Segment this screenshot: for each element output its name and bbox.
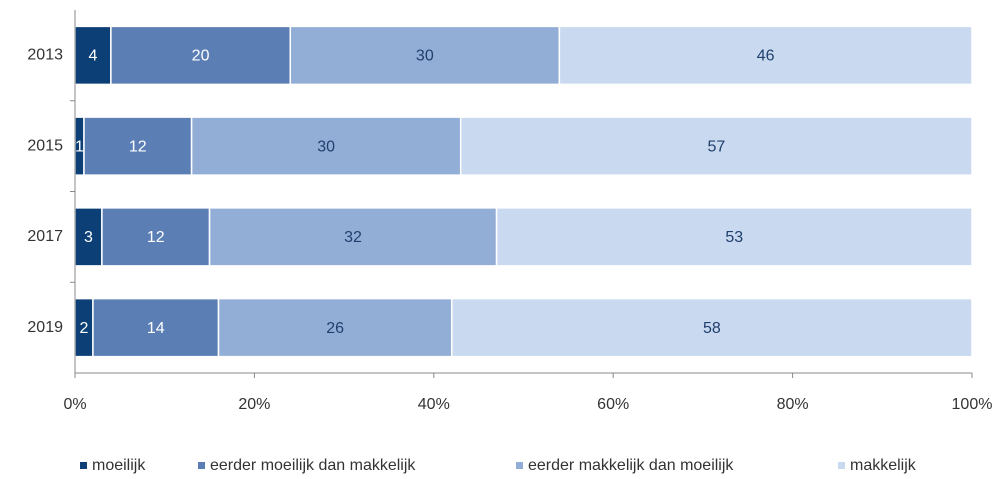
y-tick-label: 2019 — [27, 319, 63, 336]
legend-swatch — [80, 462, 87, 469]
legend-label: makkelijk — [850, 457, 917, 474]
legend-label: eerder makkelijk dan moeilijk — [528, 457, 734, 474]
x-tick-label: 0% — [63, 396, 86, 413]
bar-segment — [101, 207, 211, 267]
y-tick-label: 2015 — [27, 137, 63, 154]
x-tick-label: 40% — [418, 396, 450, 413]
data-label: 30 — [317, 138, 335, 155]
data-label: 12 — [147, 229, 165, 246]
legend-label: eerder moeilijk dan makkelijk — [210, 457, 416, 474]
bar-segment — [217, 297, 453, 358]
data-label: 1 — [75, 138, 84, 155]
data-label: 2 — [80, 320, 89, 337]
data-label: 4 — [88, 48, 97, 65]
bar-segment — [208, 207, 498, 267]
data-label: 32 — [344, 229, 362, 246]
y-tick-label: 2017 — [27, 228, 63, 245]
bar-segment — [83, 116, 193, 176]
y-tick-label: 2013 — [27, 47, 63, 64]
legend-label: moeilijk — [92, 457, 146, 474]
bar-segment — [74, 25, 112, 86]
legend-swatch — [198, 462, 205, 469]
data-label: 57 — [707, 138, 725, 155]
x-tick-label: 100% — [952, 396, 993, 413]
bar-segment — [190, 116, 462, 176]
bar-segment — [495, 207, 973, 267]
data-label: 53 — [725, 229, 743, 246]
data-label: 30 — [416, 48, 434, 65]
data-label: 3 — [84, 229, 93, 246]
bar-segment — [558, 25, 973, 86]
x-tick-label: 80% — [777, 396, 809, 413]
legend-swatch — [516, 462, 523, 469]
x-tick-label: 60% — [597, 396, 629, 413]
legend-swatch — [838, 462, 845, 469]
data-label: 58 — [703, 320, 721, 337]
bar-segment — [459, 116, 973, 176]
data-label: 20 — [192, 48, 210, 65]
data-label: 26 — [326, 320, 344, 337]
data-label: 46 — [757, 48, 775, 65]
data-label: 14 — [147, 320, 165, 337]
bar-segment — [450, 297, 973, 358]
data-label: 12 — [129, 138, 147, 155]
x-tick-label: 20% — [238, 396, 270, 413]
